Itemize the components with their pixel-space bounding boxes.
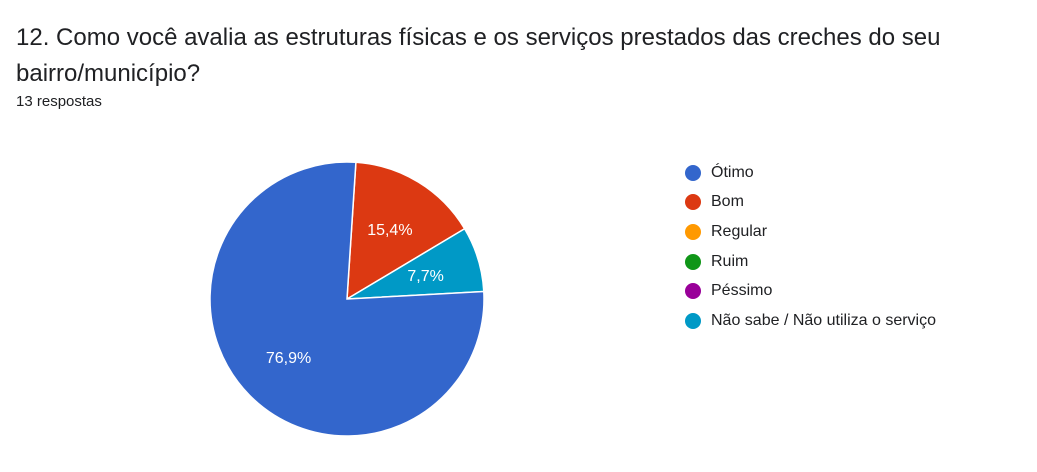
response-count: 13 respostas [16, 93, 102, 110]
legend-swatch-icon [685, 312, 701, 329]
legend-swatch-icon [685, 253, 701, 270]
legend-item-6[interactable]: Não sabe / Não utiliza o serviço [685, 306, 936, 336]
question-title: 12. Como você avalia as estruturas físic… [16, 24, 941, 87]
pie-data-label-6: 7,7% [407, 268, 443, 285]
legend-label: Péssimo [711, 282, 773, 300]
legend-item-4[interactable]: Ruim [685, 247, 936, 277]
legend-item-5[interactable]: Péssimo [685, 276, 936, 306]
legend-label: Bom [711, 193, 744, 211]
legend-label: Regular [711, 222, 768, 240]
legend-label: Ruim [711, 252, 749, 270]
pie-data-label-1: 76,9% [266, 350, 311, 367]
chart-legend: Ótimo Bom Regular Ruim Péssimo Não sabe / Não… [685, 158, 936, 336]
legend-item-3[interactable]: Regular [685, 217, 936, 247]
pie-slice-1[interactable] [209, 161, 485, 437]
legend-swatch-icon [685, 194, 701, 211]
legend-label: Ótimo [711, 163, 754, 181]
legend-item-2[interactable]: Bom [685, 188, 936, 218]
legend-item-1[interactable]: Ótimo [685, 158, 936, 188]
pie-slice-2[interactable] [346, 161, 466, 301]
legend-swatch-icon [685, 283, 701, 300]
legend-swatch-icon [685, 164, 701, 181]
legend-swatch-icon [685, 223, 701, 240]
legend-label: Não sabe / Não utiliza o serviço [711, 311, 936, 329]
pie-data-label-2: 15,4% [367, 222, 412, 239]
